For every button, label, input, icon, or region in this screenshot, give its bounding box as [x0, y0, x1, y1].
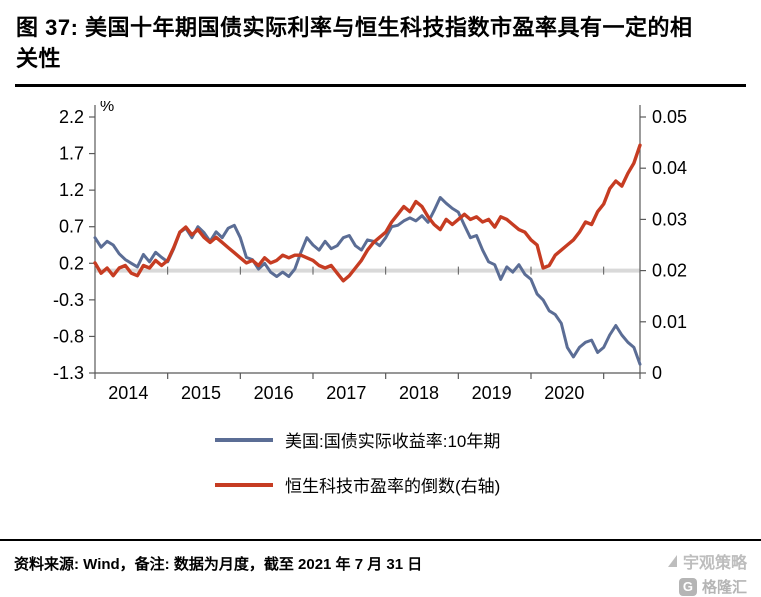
- brand-logo-icon: [667, 555, 677, 567]
- chart-legend: 美国:国债实际收益率:10年期 恒生科技市盈率的倒数(右轴): [215, 427, 761, 497]
- brand-watermark: 宇观策略: [667, 549, 747, 573]
- svg-text:0.05: 0.05: [652, 107, 687, 127]
- legend-item-us-treasury-yield: 美国:国债实际收益率:10年期: [215, 427, 761, 452]
- gelonghui-logo: G 格隆汇: [678, 576, 747, 597]
- svg-text:1.7: 1.7: [59, 144, 84, 164]
- gelonghui-logo-text: 格隆汇: [701, 579, 747, 596]
- title-divider: [15, 84, 746, 88]
- svg-text:2018: 2018: [399, 383, 439, 403]
- line-chart: 2.2 1.7 1.2 0.7 0.2 -0.3 -0.8 -1.3 0.05 0.04 0.03 0…: [53, 101, 687, 403]
- legend-line-swatch-red: [215, 482, 273, 487]
- svg-text:2016: 2016: [254, 383, 294, 403]
- svg-text:2015: 2015: [181, 383, 221, 403]
- svg-text:1.2: 1.2: [59, 181, 84, 201]
- svg-text:2020: 2020: [544, 383, 584, 403]
- svg-text:2.2: 2.2: [59, 107, 84, 127]
- svg-text:0: 0: [652, 363, 662, 383]
- svg-text:0.2: 0.2: [59, 254, 84, 274]
- brand-name: 宇观策略: [682, 555, 747, 572]
- svg-text:2019: 2019: [472, 383, 512, 403]
- legend-label-hstech-inverse-pe: 恒生科技市盈率的倒数(右轴): [285, 477, 501, 497]
- svg-text:%: %: [100, 101, 114, 115]
- svg-text:0.04: 0.04: [652, 159, 687, 179]
- svg-text:0.7: 0.7: [59, 217, 84, 237]
- svg-text:-0.3: -0.3: [53, 290, 84, 310]
- chart-area: 2.2 1.7 1.2 0.7 0.2 -0.3 -0.8 -1.3 0.05 0.04 0.03 0…: [0, 101, 761, 413]
- source-note: 资料来源: Wind，备注: 数据为月度，截至 2021 年 7 月 31 日: [14, 556, 423, 573]
- svg-text:-0.8: -0.8: [53, 327, 84, 347]
- svg-text:2014: 2014: [108, 383, 148, 403]
- legend-label-us-treasury-yield: 美国:国债实际收益率:10年期: [285, 432, 501, 452]
- svg-text:-1.3: -1.3: [53, 363, 84, 383]
- gelonghui-logo-icon: G: [678, 577, 697, 596]
- svg-text:2017: 2017: [326, 383, 366, 403]
- figure-title: 图 37: 美国十年期国债实际利率与恒生科技指数市盈率具有一定的相关性: [16, 15, 693, 72]
- svg-text:0.02: 0.02: [652, 261, 687, 281]
- legend-line-swatch-blue: [215, 437, 273, 442]
- footer-divider: [0, 539, 761, 541]
- svg-text:0.03: 0.03: [652, 210, 687, 230]
- footer: 资料来源: Wind，备注: 数据为月度，截至 2021 年 7 月 31 日 …: [0, 539, 761, 597]
- svg-text:0.01: 0.01: [652, 312, 687, 332]
- watermark: 宇观策略 G 格隆汇: [667, 549, 747, 597]
- legend-item-hstech-inverse-pe: 恒生科技市盈率的倒数(右轴): [215, 472, 761, 497]
